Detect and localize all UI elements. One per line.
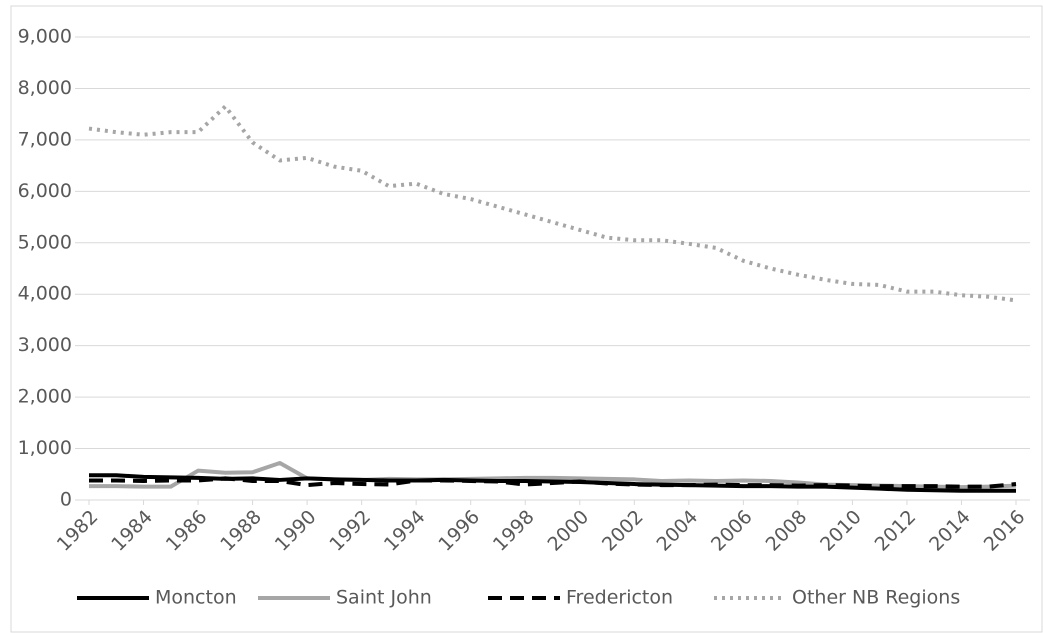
x-tick-label: 1992 — [325, 506, 375, 556]
chart-border — [10, 5, 1043, 633]
x-tick-label: 1990 — [271, 506, 321, 556]
x-tick-label: 1994 — [380, 506, 430, 556]
x-tick-label: 1982 — [53, 506, 103, 556]
x-tick-label: 2016 — [980, 506, 1030, 556]
series-line — [88, 104, 1017, 303]
legend-label: Fredericton — [566, 587, 673, 609]
x-tick-label: 2006 — [707, 506, 757, 556]
x-tick-label: 2008 — [762, 506, 812, 556]
x-tick-label: 2004 — [652, 506, 702, 556]
x-tick-label: 1998 — [489, 506, 539, 556]
x-tick-label: 1988 — [216, 506, 266, 556]
x-tick-label: 2002 — [598, 506, 648, 556]
y-tick-label: 4,000 — [18, 283, 72, 305]
y-tick-label: 0 — [60, 489, 72, 511]
x-tick-label: 1986 — [162, 506, 212, 556]
y-tick-label: 9,000 — [18, 26, 72, 48]
y-tick-label: 8,000 — [18, 77, 72, 99]
y-tick-label: 6,000 — [18, 180, 72, 202]
x-tick-label: 2000 — [543, 506, 593, 556]
y-tick-label: 1,000 — [18, 437, 72, 459]
x-tick-label: 2010 — [816, 506, 866, 556]
legend-label: Moncton — [155, 587, 237, 609]
y-tick-label: 2,000 — [18, 386, 72, 408]
x-tick-label: 2014 — [925, 506, 975, 556]
y-tick-label: 5,000 — [18, 231, 72, 253]
x-tick-label: 1996 — [434, 506, 484, 556]
legend-label: Saint John — [336, 587, 432, 609]
legend-label: Other NB Regions — [792, 587, 960, 609]
y-tick-label: 3,000 — [18, 334, 72, 356]
x-tick-label: 2012 — [871, 506, 921, 556]
series-line — [89, 473, 1016, 493]
y-tick-label: 7,000 — [18, 128, 72, 150]
x-tick-label: 1984 — [107, 506, 157, 556]
